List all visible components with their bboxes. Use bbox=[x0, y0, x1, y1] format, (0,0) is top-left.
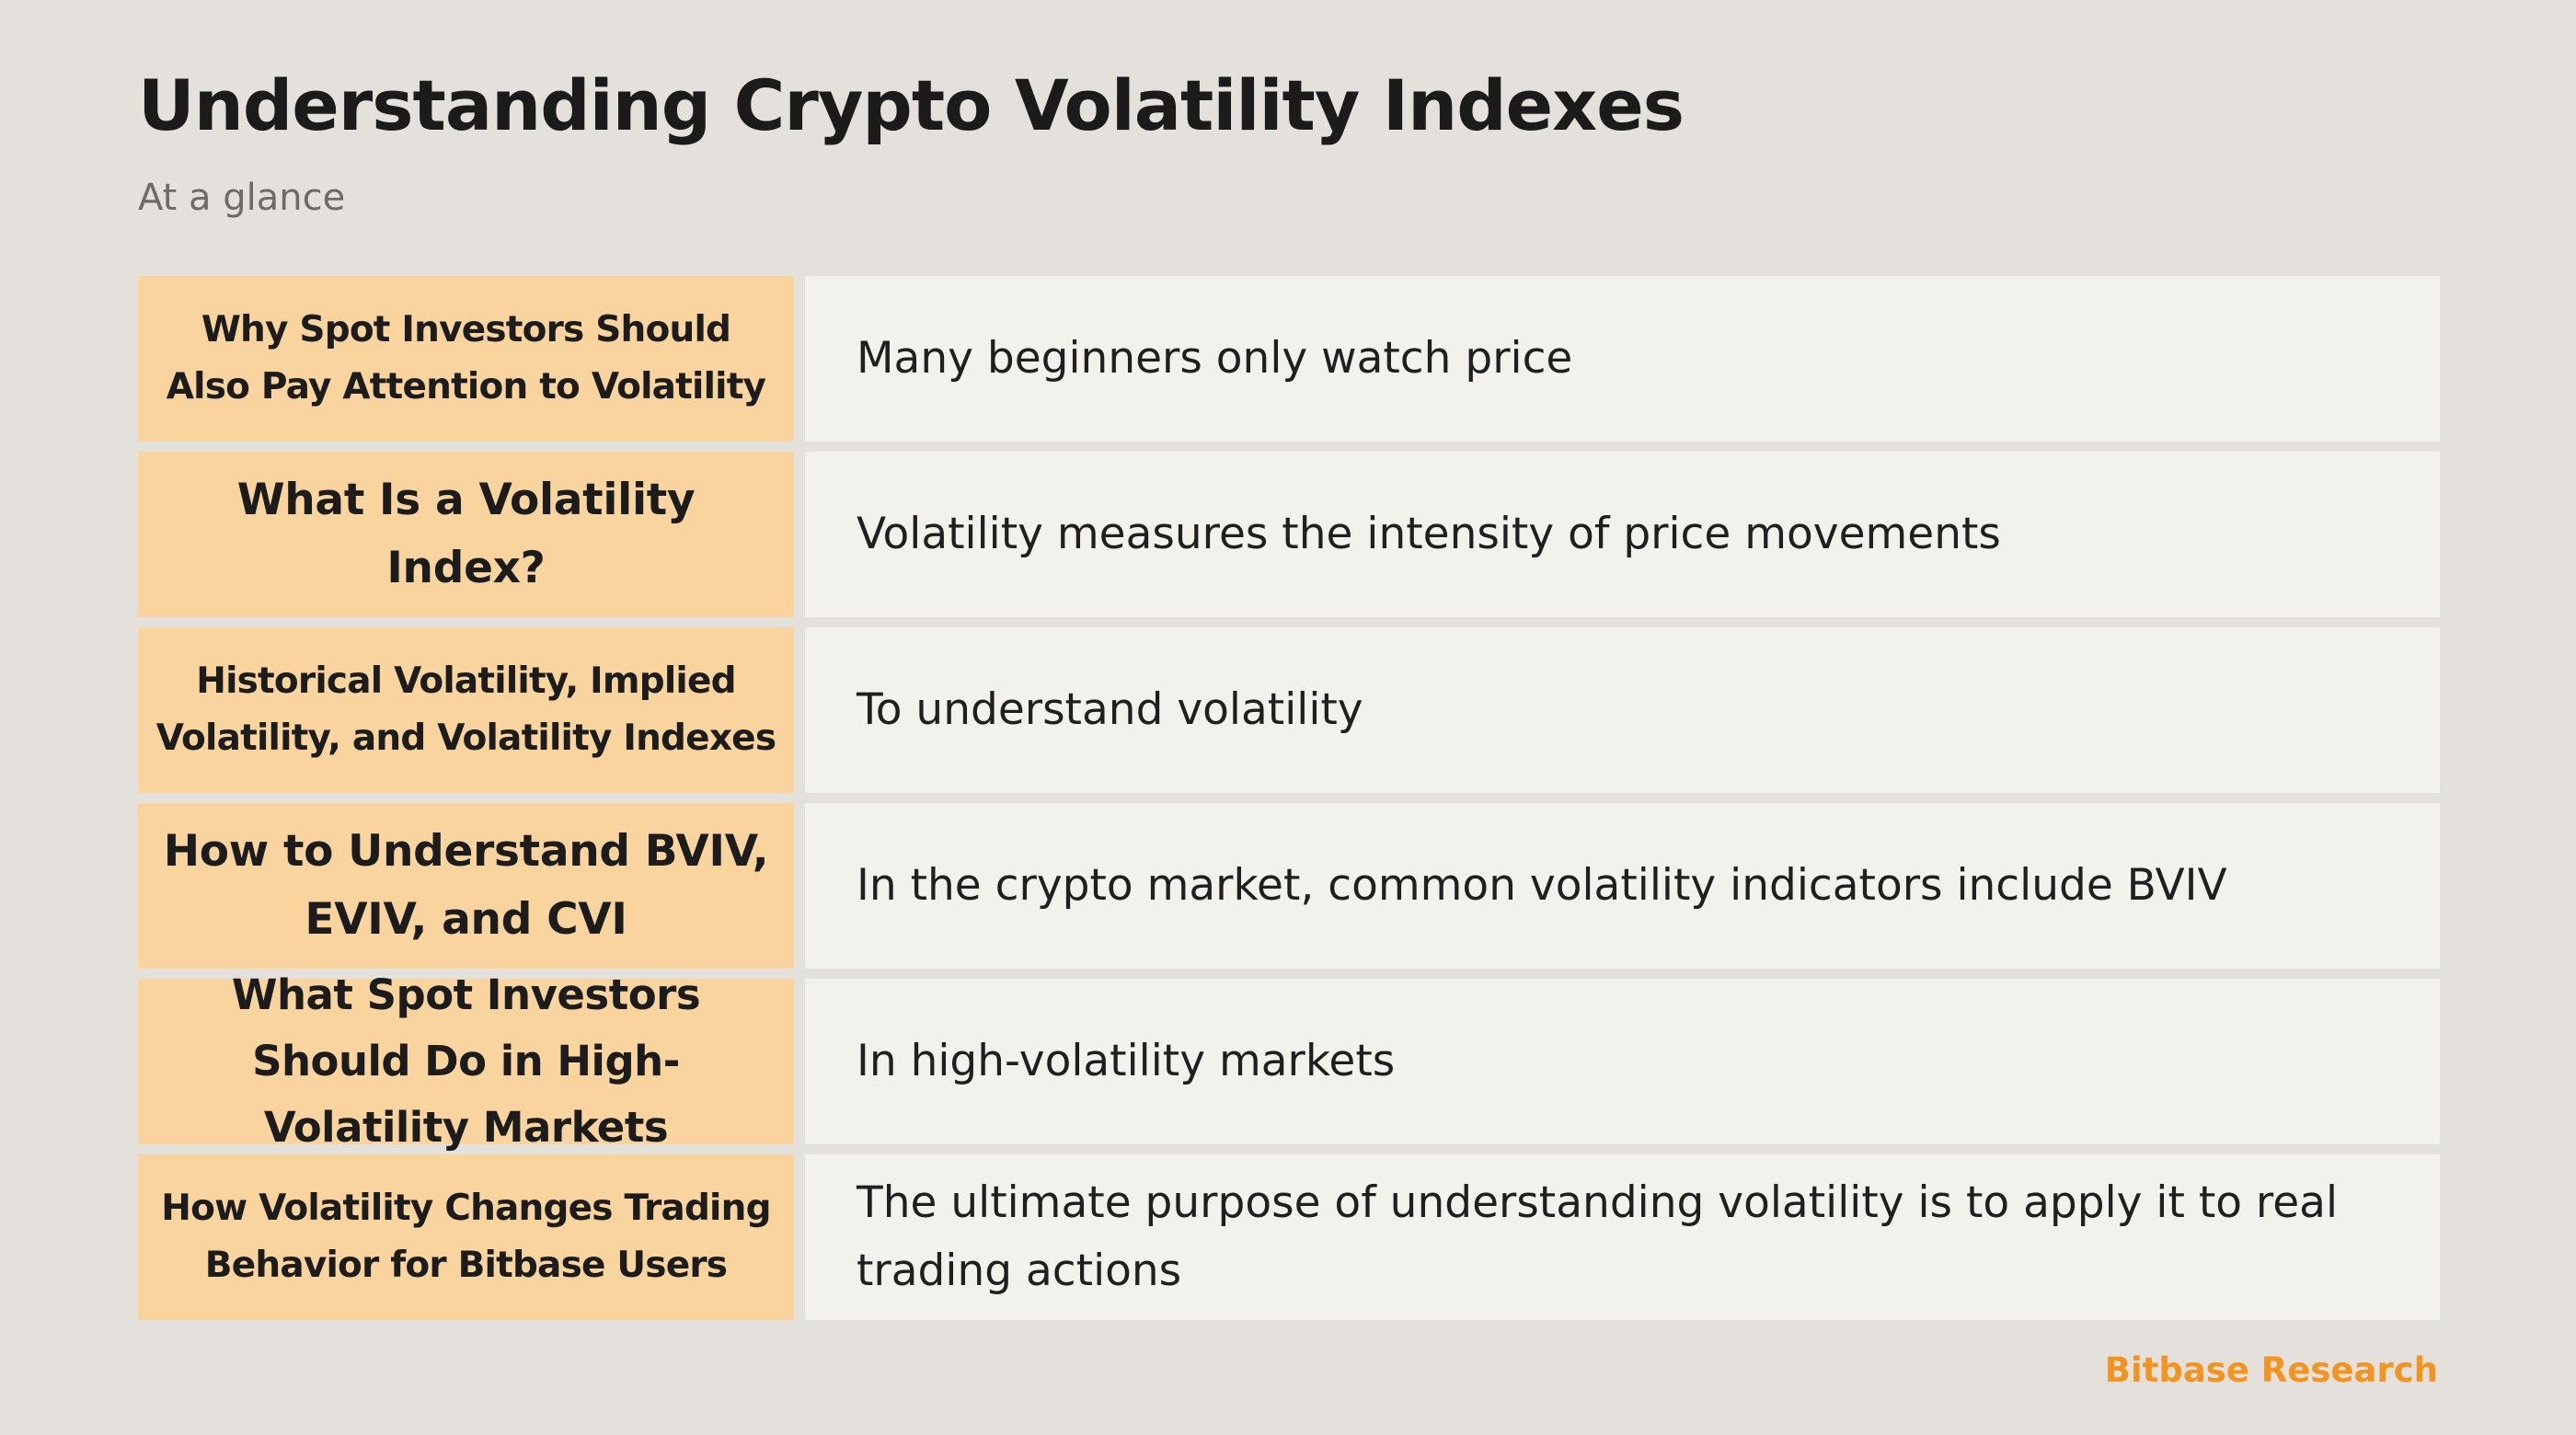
table-row: Why Spot Investors Should Also Pay Atten… bbox=[138, 276, 2440, 442]
topic-cell: Why Spot Investors Should Also Pay Atten… bbox=[138, 276, 794, 442]
page-title: Understanding Crypto Volatility Indexes bbox=[138, 64, 1685, 146]
topic-cell: How Volatility Changes Trading Behavior … bbox=[138, 1154, 794, 1320]
description-cell: Volatility measures the intensity of pri… bbox=[805, 452, 2440, 617]
description-cell: In high-volatility markets bbox=[805, 979, 2440, 1144]
table-row: How to Understand BVIV, EVIV, and CVI In… bbox=[138, 803, 2440, 969]
description-cell: To understand volatility bbox=[805, 627, 2440, 793]
summary-table: Why Spot Investors Should Also Pay Atten… bbox=[138, 276, 2440, 1320]
topic-cell: Historical Volatility, Implied Volatilit… bbox=[138, 627, 794, 793]
description-cell: The ultimate purpose of understanding vo… bbox=[805, 1154, 2440, 1320]
table-row: What Spot Investors Should Do in High-Vo… bbox=[138, 970, 2440, 1152]
topic-cell: What Spot Investors Should Do in High-Vo… bbox=[138, 970, 794, 1152]
table-row: What Is a Volatility Index? Volatility m… bbox=[138, 452, 2440, 617]
brand-footer: Bitbase Research bbox=[2104, 1350, 2438, 1390]
description-cell: In the crypto market, common volatility … bbox=[805, 803, 2440, 969]
table-row: How Volatility Changes Trading Behavior … bbox=[138, 1154, 2440, 1320]
description-cell: Many beginners only watch price bbox=[805, 276, 2440, 442]
page-subtitle: At a glance bbox=[138, 177, 346, 219]
topic-cell: What Is a Volatility Index? bbox=[138, 452, 794, 617]
topic-cell: How to Understand BVIV, EVIV, and CVI bbox=[138, 803, 794, 969]
table-row: Historical Volatility, Implied Volatilit… bbox=[138, 627, 2440, 793]
